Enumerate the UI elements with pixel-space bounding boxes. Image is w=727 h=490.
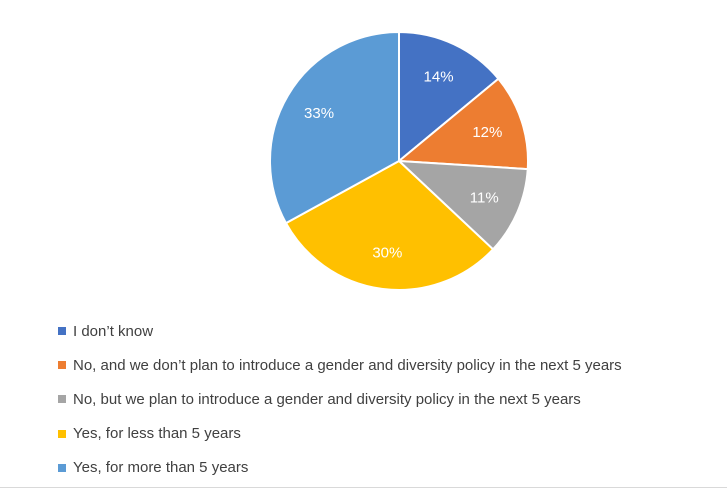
legend-swatch-3 [58,395,66,404]
legend-label-4: Yes, for less than 5 years [73,425,241,443]
pie-slice-2 [398,77,529,171]
legend-item-4: Yes, for less than 5 years [58,417,718,451]
pie-chart: 14% 12% 11% 30% 33% [269,31,529,291]
slice-data-label-3: 11% [470,189,499,206]
pie-slice-5 [269,31,400,225]
pie-slice-4 [284,160,495,291]
pie-slice-3 [398,160,529,251]
legend-item-1: I don’t know [58,314,718,348]
legend-label-2: No, and we don’t plan to introduce a gen… [73,356,622,374]
legend-label-3: No, but we plan to introduce a gender an… [73,390,581,408]
pie-chart-svg: 14% 12% 11% 30% 33% [269,31,529,291]
legend-item-2: No, and we don’t plan to introduce a gen… [58,348,718,382]
legend-label-5: Yes, for more than 5 years [73,459,249,477]
slice-data-label-1: 14% [424,68,454,85]
legend-swatch-5 [58,463,66,472]
slice-data-label-2: 12% [472,124,502,141]
slice-data-label-4: 30% [372,245,402,262]
legend-swatch-1 [58,327,66,336]
slice-data-label-5: 33% [304,105,334,122]
legend-item-5: Yes, for more than 5 years [58,451,718,485]
chart-legend: I don’t know No, and we don’t plan to int… [58,314,718,485]
bottom-divider [0,487,727,488]
legend-swatch-2 [58,361,66,370]
legend-item-3: No, but we plan to introduce a gender an… [58,382,718,416]
legend-swatch-4 [58,429,66,438]
legend-label-1: I don’t know [73,322,154,340]
pie-slice-1 [398,31,500,162]
